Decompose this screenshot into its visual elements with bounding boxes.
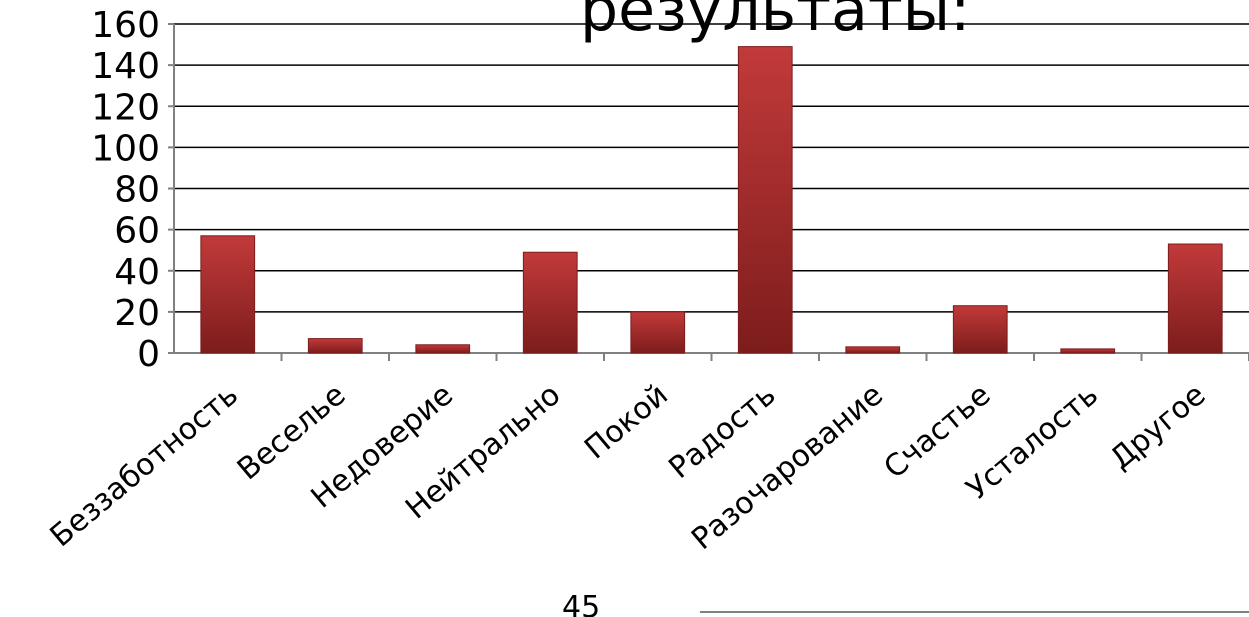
y-tick-label: 140: [91, 46, 160, 87]
bars: [200, 46, 1223, 354]
gridlines: [174, 23, 1249, 354]
y-tick-label: 80: [114, 170, 160, 211]
y-tick-label: 60: [114, 211, 160, 252]
bar: [952, 305, 1008, 354]
y-tick-label: 0: [137, 334, 160, 375]
y-tick-label: 160: [91, 5, 160, 46]
title-fragment: результаты:: [580, 0, 970, 45]
x-tick-label: Другое: [1103, 377, 1212, 476]
y-tick-label: 20: [114, 293, 160, 334]
x-tick-label: Беззаботность: [44, 377, 245, 554]
page-fragment-number: 45: [562, 590, 600, 617]
y-tick-label: 40: [114, 252, 160, 293]
x-tick-label: Разочарование: [685, 377, 890, 557]
y-tick-label: 120: [91, 87, 160, 128]
x-tick-label: Покой: [578, 377, 675, 466]
bar: [522, 251, 578, 354]
x-axis: [173, 24, 1249, 361]
bar: [845, 346, 901, 354]
bar: [737, 46, 793, 354]
bar: [200, 235, 256, 354]
bar: [1167, 243, 1223, 354]
bar: [630, 311, 686, 354]
bar: [307, 338, 363, 354]
bar: [415, 344, 471, 354]
bar: [1060, 348, 1116, 354]
y-tick-label: 100: [91, 128, 160, 169]
